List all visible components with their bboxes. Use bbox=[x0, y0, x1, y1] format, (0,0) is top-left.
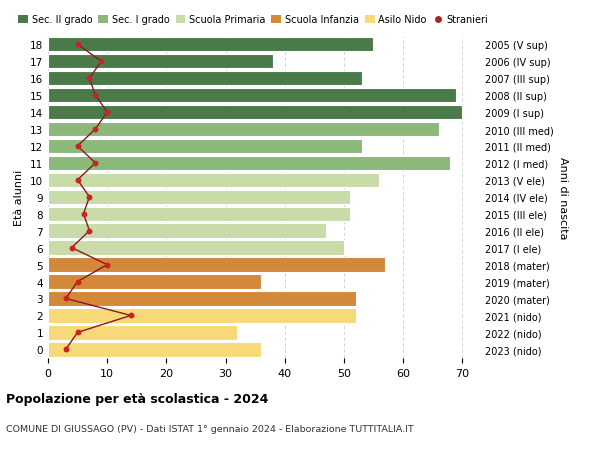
Point bbox=[91, 92, 100, 100]
Bar bbox=[48, 89, 457, 103]
Bar bbox=[48, 207, 350, 221]
Bar bbox=[48, 106, 462, 120]
Bar bbox=[48, 308, 356, 323]
Bar bbox=[48, 275, 261, 289]
Point bbox=[85, 228, 94, 235]
Bar bbox=[48, 291, 356, 306]
Point bbox=[91, 160, 100, 167]
Text: COMUNE DI GIUSSAGO (PV) - Dati ISTAT 1° gennaio 2024 - Elaborazione TUTTITALIA.I: COMUNE DI GIUSSAGO (PV) - Dati ISTAT 1° … bbox=[6, 425, 414, 434]
Point bbox=[73, 143, 82, 150]
Bar bbox=[48, 224, 326, 238]
Bar bbox=[48, 241, 344, 255]
Bar bbox=[48, 157, 451, 171]
Legend: Sec. II grado, Sec. I grado, Scuola Primaria, Scuola Infanzia, Asilo Nido, Stran: Sec. II grado, Sec. I grado, Scuola Prim… bbox=[19, 16, 488, 25]
Bar bbox=[48, 140, 362, 154]
Y-axis label: Età alunni: Età alunni bbox=[14, 169, 25, 225]
Y-axis label: Anni di nascita: Anni di nascita bbox=[557, 156, 568, 239]
Text: Popolazione per età scolastica - 2024: Popolazione per età scolastica - 2024 bbox=[6, 392, 268, 405]
Bar bbox=[48, 38, 373, 52]
Point bbox=[85, 75, 94, 83]
Bar bbox=[48, 342, 261, 357]
Bar bbox=[48, 190, 350, 205]
Point bbox=[73, 41, 82, 49]
Point bbox=[103, 109, 112, 117]
Bar bbox=[48, 325, 238, 340]
Bar bbox=[48, 258, 385, 272]
Point bbox=[79, 211, 88, 218]
Point bbox=[103, 261, 112, 269]
Point bbox=[73, 177, 82, 184]
Point bbox=[73, 278, 82, 285]
Point bbox=[85, 194, 94, 201]
Bar bbox=[48, 72, 362, 86]
Bar bbox=[48, 123, 439, 137]
Point bbox=[61, 295, 71, 302]
Point bbox=[61, 346, 71, 353]
Point bbox=[73, 329, 82, 336]
Bar bbox=[48, 55, 273, 69]
Point bbox=[126, 312, 136, 319]
Point bbox=[97, 58, 106, 66]
Point bbox=[67, 245, 76, 252]
Point bbox=[91, 126, 100, 134]
Bar bbox=[48, 173, 379, 188]
